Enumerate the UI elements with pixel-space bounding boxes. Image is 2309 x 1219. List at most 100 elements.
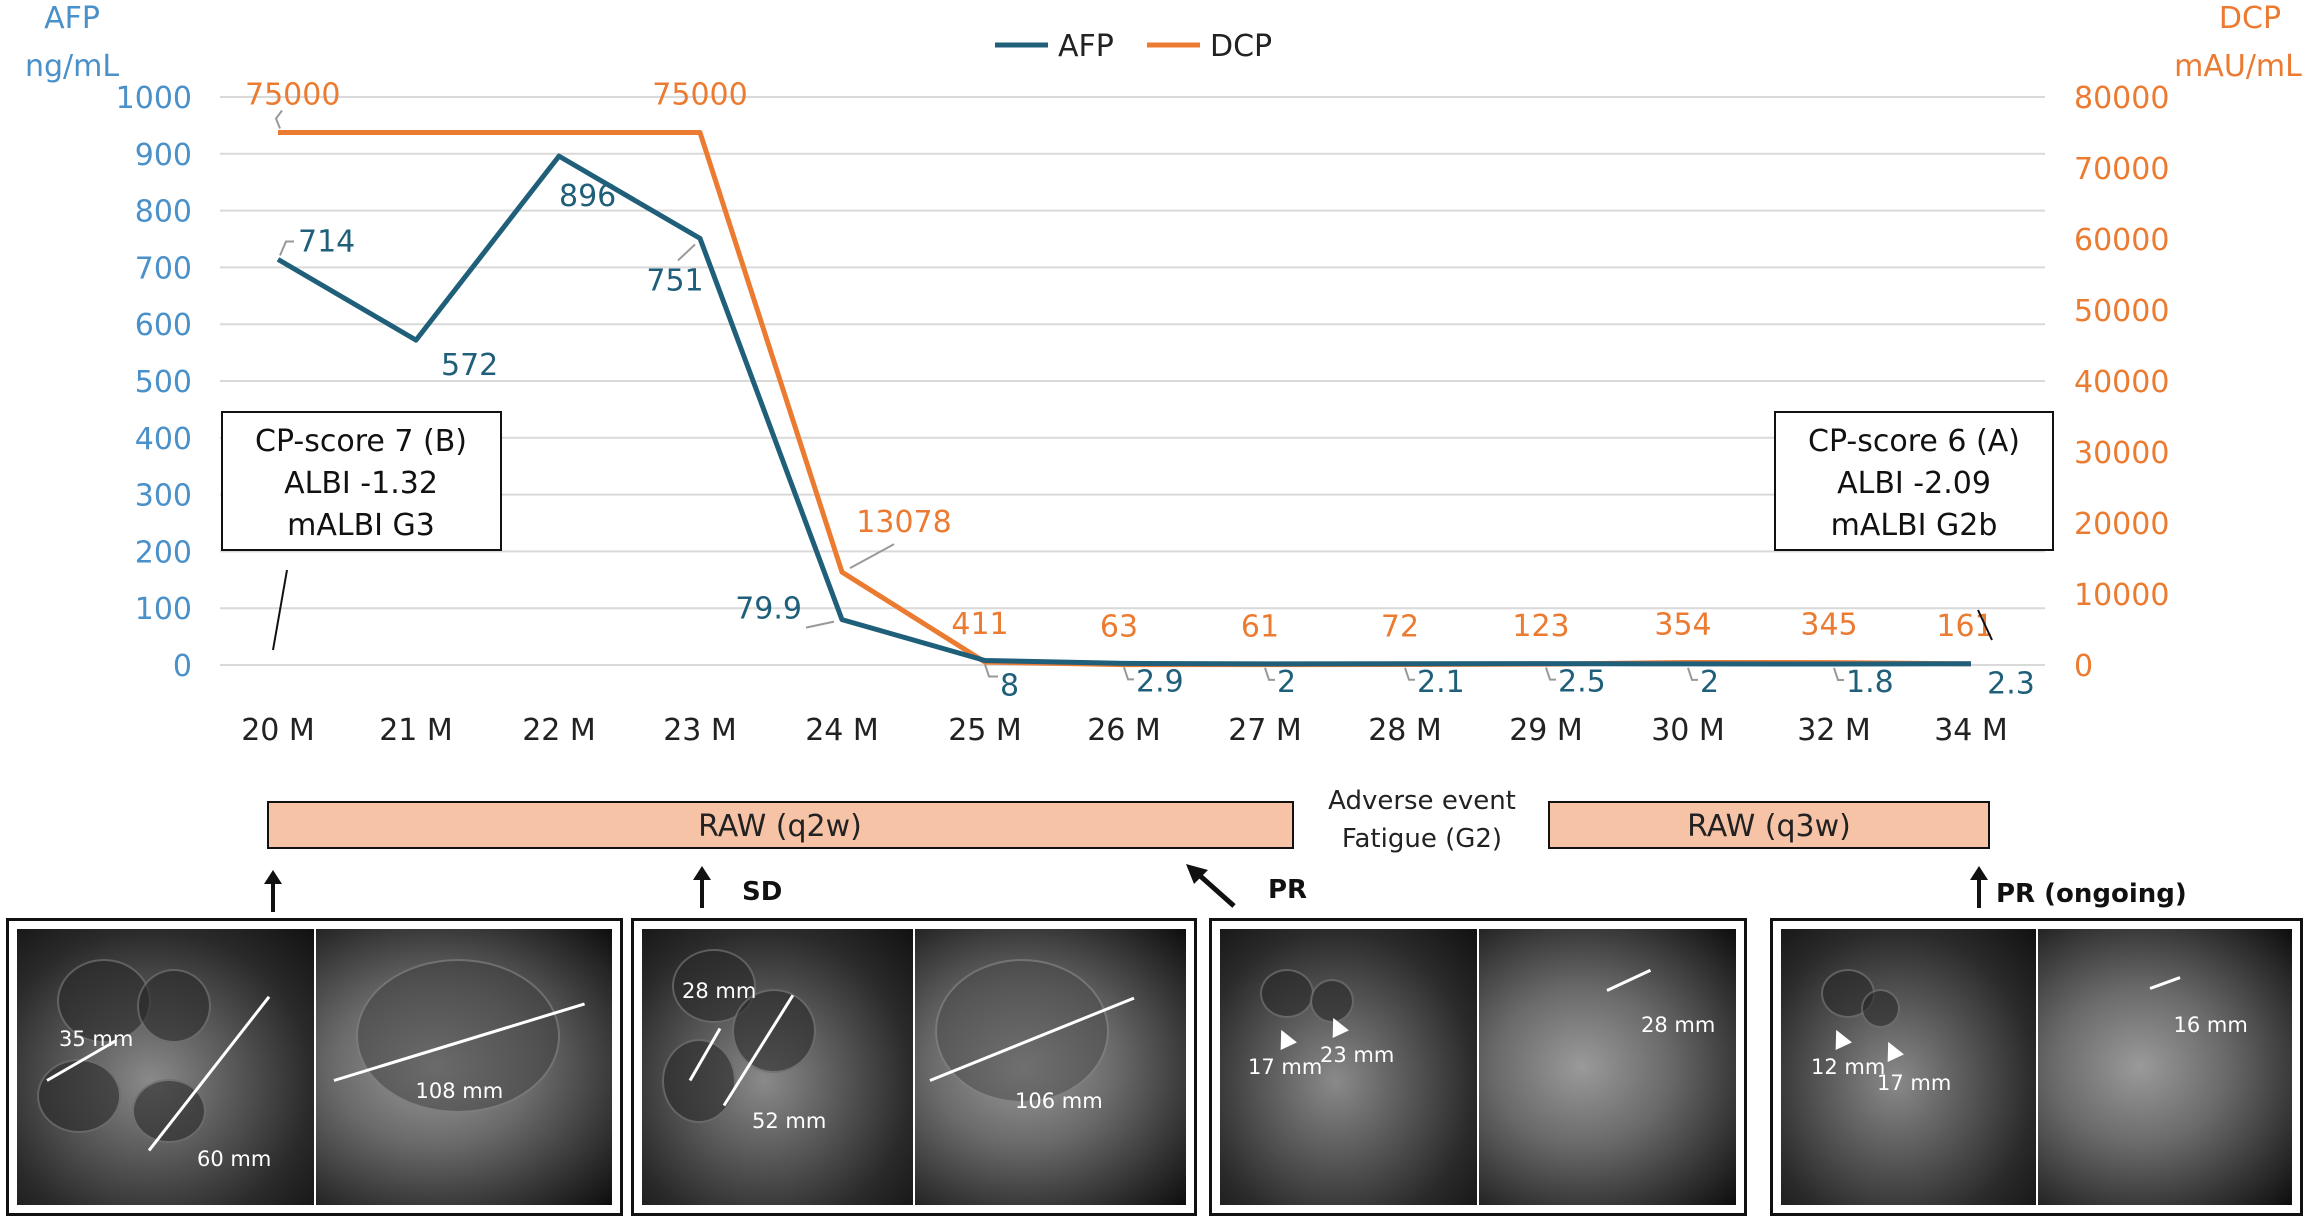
right-axis-tick-label: 0 xyxy=(2074,649,2093,684)
leader-line xyxy=(677,243,696,262)
afp-dcp-chart: 0 100 200 300 400 500 600 700 800 900 1000 0 10000 2… xyxy=(25,1,2302,854)
leader-line xyxy=(1687,667,1698,681)
cp-score-box-left: CP-score 7 (B) ALBI -1.32 mALBI G3 xyxy=(221,411,502,651)
arrowhead-icon xyxy=(1828,1026,1852,1050)
left-axis-tick-label: 700 xyxy=(135,251,192,286)
legend: AFP DCP xyxy=(995,29,1272,64)
scan-image-arterial: 12 mm 17 mm xyxy=(1781,929,2036,1205)
dcp-data-labels: 75000 75000 13078 411 63 61 72 123 354 345 161 xyxy=(245,78,1994,645)
dcp-data-label: 123 xyxy=(1512,609,1569,644)
treatment-bar-q2w-label: RAW (q2w) xyxy=(698,809,862,844)
measurement-label: 28 mm xyxy=(1641,1013,1716,1037)
afp-data-label: 2.3 xyxy=(1987,667,2035,702)
x-axis-tick-label: 21 M xyxy=(379,713,453,748)
dcp-data-label: 72 xyxy=(1381,609,1419,644)
adverse-event-line1: Adverse event xyxy=(1328,786,1516,816)
left-axis-tick-label: 600 xyxy=(135,308,192,343)
measurement-label: 108 mm xyxy=(415,1079,504,1103)
scan-panel-sd: 28 mm 52 mm 106 mm xyxy=(631,918,1197,1216)
x-axis-tick-label: 34 M xyxy=(1934,713,2008,748)
scan-image-arterial: 35 mm 60 mm xyxy=(17,929,314,1205)
measurement-label: 23 mm xyxy=(1320,1043,1395,1067)
response-markers: SD PR PR (ongoing) xyxy=(264,864,2187,912)
scan-panel-pr-ongoing: 12 mm 17 mm 16 mm xyxy=(1770,918,2303,1216)
dcp-data-label: 13078 xyxy=(856,505,951,540)
dcp-axis-label-line1: DCP xyxy=(2219,1,2281,36)
box-left-line3: mALBI G3 xyxy=(287,508,435,543)
left-axis-tick-label: 0 xyxy=(173,649,192,684)
x-axis-tick-label: 25 M xyxy=(948,713,1022,748)
left-axis-tick-label: 100 xyxy=(135,592,192,627)
box-right-line1: CP-score 6 (A) xyxy=(1808,424,2020,459)
x-axis-tick-label: 27 M xyxy=(1228,713,1302,748)
x-axis-tick-label: 32 M xyxy=(1797,713,1871,748)
dcp-data-label: 75000 xyxy=(245,78,340,113)
treatment-bar-q2w xyxy=(267,801,1294,849)
dcp-series-line xyxy=(278,130,1972,668)
box-right-line2: ALBI -2.09 xyxy=(1837,466,1991,501)
left-axis-tick-label: 900 xyxy=(135,138,192,173)
label-leader-lines xyxy=(274,109,1844,681)
dcp-data-label: 63 xyxy=(1100,610,1138,645)
scan-image-arterial: 17 mm 23 mm xyxy=(1220,929,1477,1205)
afp-data-label: 896 xyxy=(559,179,616,214)
measurement-label: 17 mm xyxy=(1877,1071,1952,1095)
measurement-label: 28 mm xyxy=(682,979,757,1003)
right-axis-tick-label: 30000 xyxy=(2074,436,2169,471)
scan-image-venous: 108 mm xyxy=(315,929,612,1205)
afp-data-label: 1.8 xyxy=(1846,665,1894,700)
gridlines xyxy=(220,96,2045,666)
scan-panel-baseline: 35 mm 60 mm 108 mm xyxy=(6,918,623,1216)
dcp-data-label: 354 xyxy=(1654,607,1711,642)
leader-line xyxy=(1833,667,1844,681)
treatment-bar-q3w xyxy=(1548,801,1990,849)
afp-data-label: 8 xyxy=(1000,668,1019,703)
measurement-label: 52 mm xyxy=(752,1109,827,1133)
dcp-data-label: 345 xyxy=(1800,608,1857,643)
x-axis-ticks: 20 M 21 M 22 M 23 M 24 M 25 M 26 M 27 M 28 M 29 M… xyxy=(241,713,2008,748)
x-axis-tick-label: 20 M xyxy=(241,713,315,748)
afp-data-label: 2.5 xyxy=(1558,665,1606,700)
box-left-line1: CP-score 7 (B) xyxy=(255,424,467,459)
measurement-label: 106 mm xyxy=(1015,1089,1103,1113)
dcp-axis-label-line2: mAU/mL xyxy=(2174,49,2302,84)
treatment-timeline: RAW (q2w) Adverse event Fatigue (G2) RAW… xyxy=(267,786,1990,854)
response-pr-ongoing-label: PR (ongoing) xyxy=(1996,879,2187,909)
arrowhead-icon xyxy=(1273,1026,1297,1050)
left-axis-tick-label: 400 xyxy=(135,422,192,457)
right-axis-tick-label: 60000 xyxy=(2074,223,2169,258)
x-axis-tick-label: 29 M xyxy=(1509,713,1583,748)
afp-data-label: 572 xyxy=(441,348,498,383)
right-axis-tick-label: 10000 xyxy=(2074,578,2169,613)
left-axis-tick-label: 200 xyxy=(135,535,192,570)
adverse-event-line2: Fatigue (G2) xyxy=(1342,824,1502,854)
scan-panel-pr: 17 mm 23 mm 28 mm xyxy=(1209,918,1747,1216)
right-axis-tick-label: 20000 xyxy=(2074,507,2169,542)
leader-line xyxy=(984,664,998,678)
leader-line xyxy=(1404,667,1415,681)
right-axis-tick-label: 70000 xyxy=(2074,152,2169,187)
afp-data-label: 2.9 xyxy=(1136,664,1184,699)
scan-image-arterial: 28 mm 52 mm xyxy=(642,929,913,1205)
leader-line xyxy=(1264,667,1275,681)
x-axis-tick-label: 24 M xyxy=(805,713,879,748)
leader-line xyxy=(279,240,294,256)
measurement-label: 60 mm xyxy=(197,1147,272,1171)
leader-line xyxy=(1545,667,1556,681)
afp-data-label: 2 xyxy=(1700,665,1719,700)
scan-image-venous: 28 mm xyxy=(1479,929,1736,1205)
box-right-line3: mALBI G2b xyxy=(1831,508,1998,543)
leader-line xyxy=(1123,667,1134,681)
x-axis-tick-label: 22 M xyxy=(522,713,596,748)
arrow-up-icon xyxy=(264,870,282,912)
right-axis-ticks: 0 10000 20000 30000 40000 50000 60000 70000 8000… xyxy=(2074,81,2169,684)
afp-data-label: 2.1 xyxy=(1417,665,1465,700)
left-axis-tick-label: 500 xyxy=(135,365,192,400)
dcp-data-label: 411 xyxy=(951,607,1008,642)
leader-line xyxy=(849,543,895,570)
measurement-label: 17 mm xyxy=(1248,1055,1323,1079)
afp-data-label: 714 xyxy=(298,224,355,259)
cp-score-box-right: CP-score 6 (A) ALBI -2.09 mALBI G2b xyxy=(1774,411,2054,641)
response-sd-label: SD xyxy=(742,877,782,907)
afp-data-label: 79.9 xyxy=(735,592,802,627)
